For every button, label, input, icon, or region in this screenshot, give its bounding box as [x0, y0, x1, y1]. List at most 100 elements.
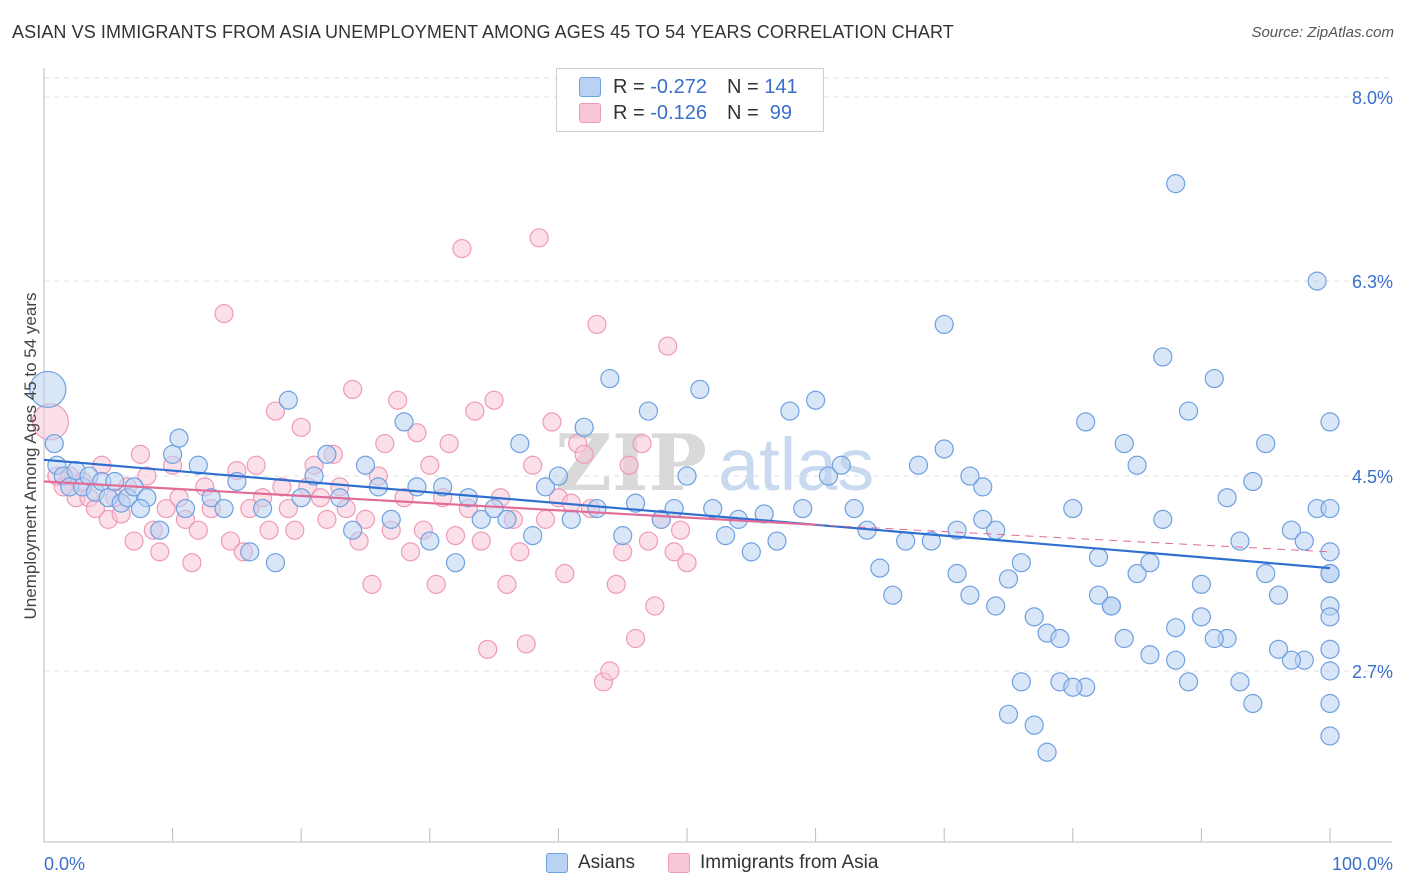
data-point	[818, 466, 839, 486]
data-point	[156, 498, 176, 519]
data-point	[253, 498, 273, 519]
data-point	[870, 558, 890, 578]
data-point	[1024, 607, 1044, 627]
data-point	[973, 509, 993, 529]
y-tick-label: 6.3%	[1352, 272, 1393, 292]
watermark: ZIP atlas	[555, 418, 874, 509]
data-point	[1166, 618, 1186, 638]
data-point	[960, 466, 980, 486]
data-point	[169, 428, 189, 448]
data-point	[484, 498, 504, 519]
data-point	[175, 498, 196, 519]
data-point	[844, 498, 864, 519]
data-point	[1256, 433, 1276, 454]
data-point	[105, 471, 125, 492]
data-point	[587, 314, 607, 335]
data-point	[1063, 677, 1083, 697]
data-point	[420, 455, 440, 475]
legend-item-immigrants[interactable]: Immigrants from Asia	[668, 852, 878, 874]
data-point	[516, 634, 536, 654]
data-point	[458, 488, 478, 508]
data-point	[291, 488, 311, 508]
legend-row-immigrants: R = -0.126 N = 99	[579, 100, 792, 126]
data-point	[1320, 498, 1340, 519]
data-point	[1178, 401, 1199, 421]
data-point	[1268, 639, 1289, 659]
source-label: Source: ZipAtlas.com	[1251, 24, 1394, 41]
data-point	[355, 455, 376, 475]
data-point	[375, 433, 395, 454]
data-point	[471, 531, 491, 551]
data-point	[625, 493, 646, 513]
data-point	[407, 423, 427, 443]
data-point	[478, 639, 498, 659]
data-point	[555, 563, 575, 584]
trend-line-asians	[43, 458, 1331, 570]
data-point	[883, 585, 903, 605]
data-point	[420, 531, 440, 551]
data-point	[1320, 661, 1340, 681]
data-point	[163, 444, 183, 464]
data-point	[1011, 553, 1031, 573]
data-point	[658, 336, 678, 356]
data-point	[137, 466, 157, 486]
data-point	[44, 433, 64, 454]
data-point	[574, 417, 594, 437]
y-axis-title: Unemployment Among Ages 45 to 54 years	[21, 293, 40, 620]
n-value: 141	[764, 75, 798, 98]
data-point	[690, 379, 710, 400]
data-point	[510, 433, 530, 454]
data-point	[362, 574, 382, 594]
r-label: R =	[613, 75, 645, 98]
data-point	[214, 304, 234, 324]
data-point	[664, 542, 684, 562]
data-point	[600, 368, 620, 389]
x-tick-label: 100.0%	[1332, 854, 1393, 874]
asians-swatch	[579, 77, 601, 97]
data-point	[986, 596, 1006, 616]
data-point	[523, 526, 543, 546]
data-point	[497, 574, 517, 594]
data-point	[1204, 628, 1224, 649]
data-point	[1320, 563, 1340, 584]
data-point	[934, 439, 954, 459]
legend-label: Immigrants from Asia	[700, 852, 879, 873]
data-point	[1281, 650, 1302, 670]
data-point	[1011, 672, 1031, 692]
data-point	[831, 455, 851, 475]
data-point	[182, 553, 202, 573]
data-point	[1320, 693, 1340, 714]
data-point	[1153, 509, 1173, 529]
data-point	[561, 509, 581, 529]
data-point	[445, 526, 466, 546]
data-point	[265, 553, 286, 573]
data-point	[426, 574, 446, 594]
data-point	[510, 542, 530, 562]
data-point	[1024, 715, 1044, 735]
data-point	[1230, 531, 1250, 551]
data-point	[317, 509, 337, 529]
data-point	[188, 455, 208, 475]
data-point	[613, 542, 633, 562]
axis-labels: 8.0% 6.3% 4.5% 2.7% 0.0% 100.0% Unemployment A…	[21, 88, 1393, 874]
data-point	[278, 498, 298, 519]
data-point	[741, 542, 761, 562]
data-point	[445, 553, 466, 573]
data-point	[246, 455, 266, 475]
data-point	[548, 466, 569, 486]
legend-item-asians[interactable]: Asians	[546, 852, 635, 874]
data-point	[1127, 455, 1147, 475]
data-point	[439, 433, 459, 454]
trend-lines	[43, 458, 1331, 570]
y-tick-label: 2.7%	[1352, 662, 1393, 682]
data-point	[896, 531, 916, 551]
data-point	[638, 401, 659, 421]
data-point	[960, 585, 980, 605]
data-point	[1178, 672, 1199, 692]
legend-row-asians: R = -0.272 N = 141	[579, 74, 798, 100]
data-point	[1114, 628, 1134, 649]
data-point	[638, 531, 659, 551]
data-point	[1076, 412, 1096, 432]
data-point	[1204, 368, 1224, 389]
